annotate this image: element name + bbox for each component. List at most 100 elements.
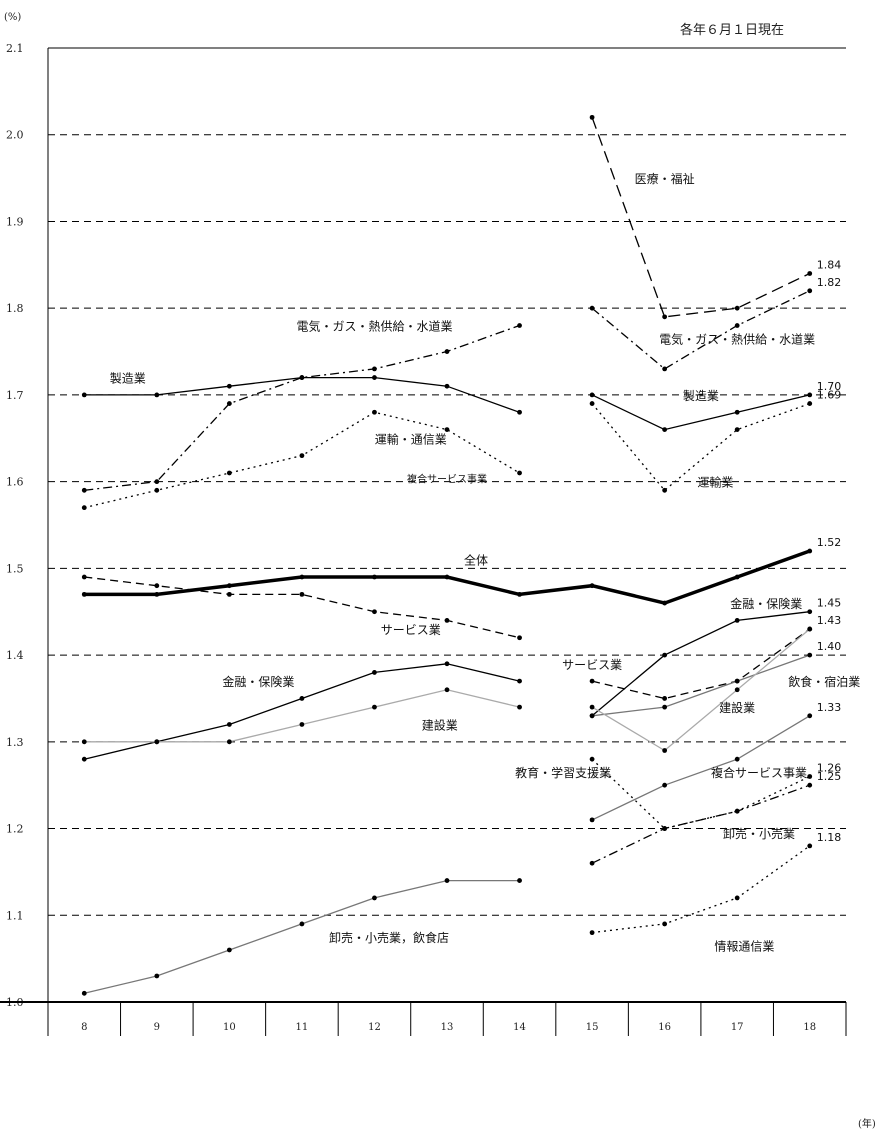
data-point [81, 739, 87, 745]
data-point [154, 487, 160, 493]
data-point [299, 453, 305, 459]
y-tick-label: 1.8 [6, 302, 24, 315]
data-point [372, 366, 377, 372]
series-line [591, 394, 810, 431]
data-point [444, 427, 450, 432]
data-point [589, 930, 595, 936]
data-point [517, 635, 522, 641]
data-point [807, 843, 813, 849]
data-point [734, 756, 740, 762]
series-line [84, 879, 520, 994]
y-tick-label: 1.6 [6, 476, 24, 489]
y-tick-label: 2.0 [6, 129, 24, 142]
data-point [589, 392, 595, 398]
data-point [226, 722, 232, 727]
data-point [589, 860, 595, 866]
data-point [589, 401, 595, 406]
data-point [226, 591, 232, 597]
data-point [662, 427, 668, 432]
data-point [372, 375, 377, 380]
data-point [154, 583, 160, 589]
data-point [154, 973, 160, 979]
data-point [589, 114, 595, 120]
data-point [662, 366, 668, 372]
data-point [734, 305, 740, 311]
y-tick-label: 1.5 [6, 562, 24, 575]
data-point [589, 713, 595, 719]
series-annotation: 全体 [464, 553, 488, 568]
data-point [807, 774, 813, 779]
series-annotation: 運輸・通信業 [375, 431, 447, 446]
data-point [81, 392, 87, 398]
end-value-label: 1.40 [817, 640, 842, 653]
data-point [372, 409, 377, 415]
end-value-label: 1.25 [817, 770, 842, 783]
data-point [517, 323, 522, 328]
y-tick-label: 1.2 [6, 823, 24, 836]
x-unit-label: (年) [858, 1117, 876, 1130]
data-point [226, 947, 232, 953]
y-tick-label: 1.4 [6, 649, 24, 662]
data-point [372, 670, 377, 675]
data-point [517, 704, 522, 710]
series-line [591, 628, 811, 752]
y-tick-label: 1.3 [6, 736, 24, 749]
series-annotation: 医療・福祉 [635, 171, 695, 186]
series-annotation: 金融・保険業 [222, 674, 294, 689]
data-point [81, 990, 87, 996]
data-point [589, 756, 595, 762]
series-line [592, 845, 811, 934]
data-point [444, 878, 450, 883]
data-point [81, 756, 87, 762]
x-axis: 8 9 10 11 12 13 14 15 16 17 18 [0, 1001, 847, 1036]
data-point [299, 591, 305, 597]
series-points [81, 114, 813, 996]
series-annotation: 製造業 [110, 372, 146, 386]
x-tick-label: 10 [223, 1022, 236, 1033]
data-point [734, 687, 740, 693]
x-tick-label: 17 [731, 1022, 744, 1033]
data-point [444, 574, 450, 580]
date-note: 各年６月１日現在 [680, 22, 784, 38]
y-axis-ticks: 1.01.11.21.31.41.51.61.71.81.92.02.1 [6, 42, 24, 1009]
data-point [662, 600, 668, 606]
series-annotation: サービス業 [562, 658, 622, 672]
data-point [154, 392, 160, 398]
data-point [154, 739, 160, 745]
series-annotation: 複合サービス事業 [711, 765, 807, 780]
y-tick-label: 1.7 [6, 389, 24, 402]
data-point [807, 609, 813, 615]
series-line [591, 784, 810, 864]
data-point [226, 739, 232, 745]
x-tick-label: 15 [586, 1022, 599, 1033]
data-point [517, 409, 522, 415]
series-line [591, 715, 811, 821]
series-line [591, 402, 810, 492]
series-annotation: 製造業 [683, 389, 719, 403]
data-point [807, 713, 813, 719]
end-value-label: 1.84 [817, 258, 842, 271]
data-point [662, 782, 668, 788]
data-point [807, 652, 813, 658]
data-point [226, 470, 232, 476]
data-point [299, 921, 305, 927]
x-tick-label: 12 [368, 1022, 381, 1033]
series-line [84, 576, 520, 639]
series-annotation: 運輸業 [697, 475, 733, 490]
data-point [372, 609, 377, 615]
data-point [81, 591, 87, 597]
series-annotation: 情報通信業 [714, 940, 774, 954]
data-point [662, 748, 668, 753]
series-line [591, 117, 810, 318]
data-point [299, 375, 305, 380]
data-point [807, 271, 813, 276]
data-point [662, 921, 668, 927]
x-tick-label: 9 [154, 1022, 160, 1033]
series-annotation: 建設業 [719, 700, 755, 715]
data-point [81, 574, 87, 580]
data-point [807, 288, 813, 294]
data-point [154, 591, 160, 597]
data-point [444, 349, 450, 354]
data-point [589, 704, 595, 710]
